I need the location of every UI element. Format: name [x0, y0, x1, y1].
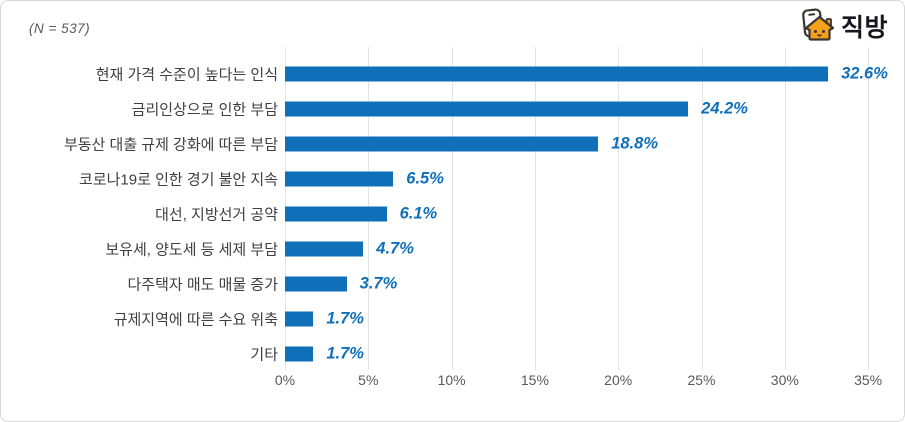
bar: [285, 346, 314, 362]
value-label: 24.2%: [701, 99, 748, 118]
bar: [285, 66, 829, 82]
value-label: 1.7%: [326, 309, 364, 328]
category-label: 규제지역에 따른 수요 위축: [113, 311, 278, 329]
chart-row: 기타 1.7%: [1, 337, 904, 372]
bar: [285, 276, 347, 292]
category-label: 다주택자 매도 매물 증가: [127, 276, 278, 294]
x-axis-tick-label: 35%: [854, 372, 883, 388]
chart-row: 보유세, 양도세 등 세제 부담 4.7%: [1, 232, 904, 267]
bar: [285, 171, 394, 187]
chart-row: 대선, 지방선거 공약 6.1%: [1, 197, 904, 232]
grid-line: [618, 47, 620, 370]
grid-line: [534, 47, 536, 370]
chart-row: 규제지역에 따른 수요 위축 1.7%: [1, 302, 904, 337]
grid-line: [451, 47, 453, 370]
x-axis-tick-label: 20%: [604, 372, 633, 388]
value-label: 18.8%: [611, 134, 658, 153]
bar: [285, 311, 314, 327]
x-axis-tick-label: 30%: [770, 372, 799, 388]
category-label: 부동산 대출 규제 강화에 따른 부담: [63, 136, 278, 154]
x-axis-tick-label: 15%: [520, 372, 549, 388]
zigbang-logo: 직방: [800, 8, 888, 44]
category-label: 코로나19로 인한 경기 불안 지속: [79, 171, 278, 189]
zigbang-house-icon: [802, 8, 835, 41]
category-label: 금리인상으로 인한 부담: [131, 101, 278, 119]
value-label: 1.7%: [326, 344, 364, 363]
category-label: 보유세, 양도세 등 세제 부담: [105, 241, 278, 259]
grid-line: [701, 47, 703, 370]
bar: [285, 241, 364, 257]
bar: [285, 206, 387, 222]
bar: [285, 101, 689, 117]
bar: [285, 136, 599, 152]
category-label: 기타: [250, 346, 278, 364]
grid-line: [868, 47, 870, 370]
sample-size-label: (N = 537): [29, 21, 91, 36]
chart-row: 부동산 대출 규제 강화에 따른 부담 18.8%: [1, 127, 904, 162]
x-axis-tick-label: 0%: [274, 372, 296, 388]
grid-line: [784, 47, 786, 370]
value-label: 6.1%: [399, 204, 438, 223]
chart-row: 금리인상으로 인한 부담 24.2%: [1, 92, 904, 127]
x-axis-tick-label: 25%: [687, 372, 716, 388]
chart-row: 현재 가격 수준이 높다는 인식 32.6%: [1, 57, 904, 92]
value-label: 32.6%: [841, 64, 888, 83]
value-label: 4.7%: [376, 239, 414, 258]
value-label: 6.5%: [406, 169, 444, 188]
value-label: 3.7%: [359, 274, 398, 293]
zigbang-logo-text: 직방: [840, 14, 888, 42]
chart-row: 다주택자 매도 매물 증가 3.7%: [1, 267, 904, 302]
category-label: 대선, 지방선거 공약: [155, 206, 278, 224]
x-axis-tick-label: 5%: [358, 372, 379, 388]
category-label: 현재 가격 수준이 높다는 인식: [95, 66, 278, 84]
chart-row: 코로나19로 인한 경기 불안 지속 6.5%: [1, 162, 904, 197]
x-axis-tick-label: 10%: [437, 372, 466, 388]
